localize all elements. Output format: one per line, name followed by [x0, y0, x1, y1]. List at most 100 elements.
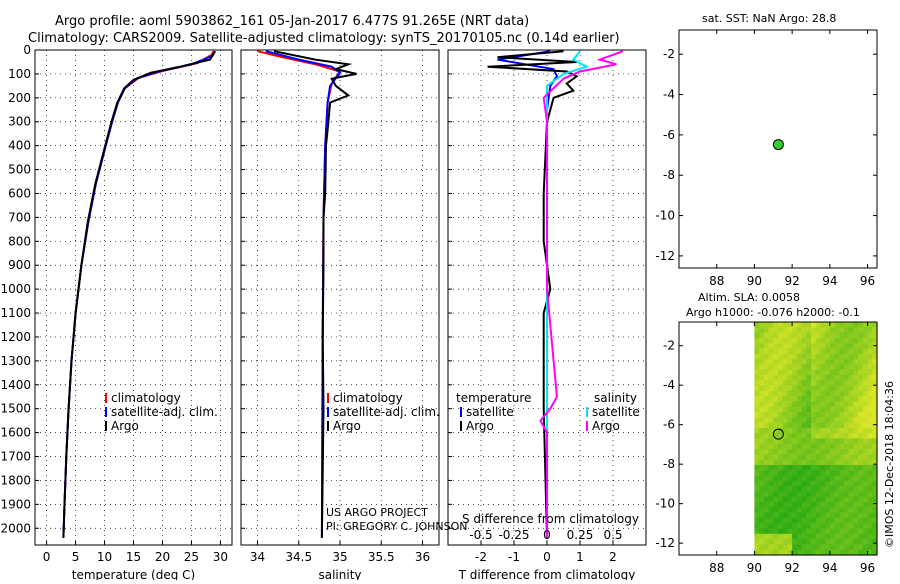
y-tick-label: 1900 [0, 497, 31, 511]
sla-cell [867, 332, 873, 339]
sla-cell [792, 337, 798, 344]
y-tick-label: -2 [663, 339, 675, 353]
sla-cell [763, 496, 770, 503]
sla-cell [825, 475, 831, 482]
x-tick-label: 92 [785, 274, 800, 288]
sla-cell [754, 502, 760, 508]
sla-cell [806, 507, 812, 514]
sla-cell [787, 480, 793, 487]
sla-cell [839, 539, 845, 545]
sla-cell [806, 486, 812, 493]
sla-cell [839, 353, 845, 360]
sla-cell [782, 454, 788, 461]
sla-cell [834, 454, 840, 461]
sla-cell [811, 353, 817, 360]
sla-cell [834, 390, 840, 397]
sla-cell [759, 401, 765, 408]
sla-cell [867, 396, 873, 402]
sla-cell [844, 343, 850, 350]
y-tick-label: -6 [663, 418, 675, 432]
sla-cell [801, 417, 807, 424]
sla-cell [862, 523, 869, 530]
sla-cell [759, 454, 765, 461]
sla-cell [759, 465, 765, 471]
sla-cell [820, 385, 826, 392]
plot-frame [240, 49, 440, 546]
sla-cell [825, 375, 831, 381]
sla-cell [820, 380, 826, 387]
legend-label: satellite-adj. clim. [111, 405, 218, 419]
sla-cell [825, 390, 831, 397]
sla-cell [778, 539, 784, 545]
x-tick-label: 10 [97, 550, 112, 564]
sla-cell [754, 438, 760, 445]
sla-cell [820, 348, 826, 355]
sla-cell [829, 401, 836, 408]
y-tick-label: 800 [8, 234, 31, 248]
sla-cell [759, 533, 765, 540]
sla-cell [829, 375, 836, 381]
y-tick-label: -4 [663, 88, 675, 102]
sla-cell [801, 364, 807, 371]
sla-cell [867, 359, 873, 365]
sla-cell [811, 475, 817, 482]
sla-cell [773, 364, 779, 371]
sla-cell [778, 465, 784, 471]
sla-cell [815, 422, 821, 429]
sla-cell [825, 401, 831, 408]
sla-cell [834, 417, 840, 424]
sla-cell [801, 470, 807, 477]
sla-cell [858, 353, 864, 360]
legend-label: satellite [466, 405, 514, 419]
sla-cell [815, 359, 821, 365]
credit-line1: US ARGO PROJECT [326, 506, 428, 519]
sla-cell [839, 528, 845, 535]
sla-cell [829, 512, 836, 519]
sla-cell [811, 528, 817, 535]
sla-cell [862, 454, 869, 461]
sla-cell [872, 443, 878, 450]
sla-cell [792, 470, 798, 477]
sla-cell [792, 417, 798, 424]
sla-cell [754, 364, 760, 371]
sla-cell [801, 385, 807, 392]
sst-map-title: sat. SST: NaN Argo: 28.8 [702, 12, 836, 25]
sla-cell [778, 523, 784, 530]
sla-cell [839, 427, 845, 434]
sla-cell [839, 544, 845, 551]
sla-cell [848, 502, 854, 508]
sla-cell [872, 544, 878, 551]
sla-cell [834, 544, 840, 551]
sla-cell [782, 406, 788, 413]
sla-cell [820, 549, 826, 556]
sla-cell [759, 422, 765, 429]
sla-cell [778, 433, 784, 440]
sla-cell [853, 539, 859, 545]
sla-cell [806, 337, 812, 344]
sla-cell [829, 465, 836, 471]
sla-cell [820, 364, 826, 371]
sla-cell [862, 443, 869, 450]
sla-cell [872, 465, 878, 471]
sla-cell [858, 512, 864, 519]
sla-cell [867, 512, 873, 519]
sla-cell [768, 549, 774, 556]
sla-cell [853, 528, 859, 535]
y-tick-label: 1700 [0, 450, 31, 464]
sla-cell [782, 475, 788, 482]
sla-cell [811, 406, 817, 413]
sla-cell [782, 348, 788, 355]
sla-cell [778, 517, 784, 524]
sla-cell [773, 512, 779, 519]
sla-cell [759, 512, 765, 519]
sla-cell [858, 470, 864, 477]
sla-cell [778, 327, 784, 334]
sla-cell [853, 491, 859, 498]
legend-label: satellite [592, 405, 640, 419]
x-tick-label: 1 [576, 550, 584, 564]
sla-cell [815, 348, 821, 355]
sla-cell [862, 369, 869, 376]
sla-cell [768, 528, 774, 535]
sla-cell [806, 385, 812, 392]
sla-cell [773, 369, 779, 376]
